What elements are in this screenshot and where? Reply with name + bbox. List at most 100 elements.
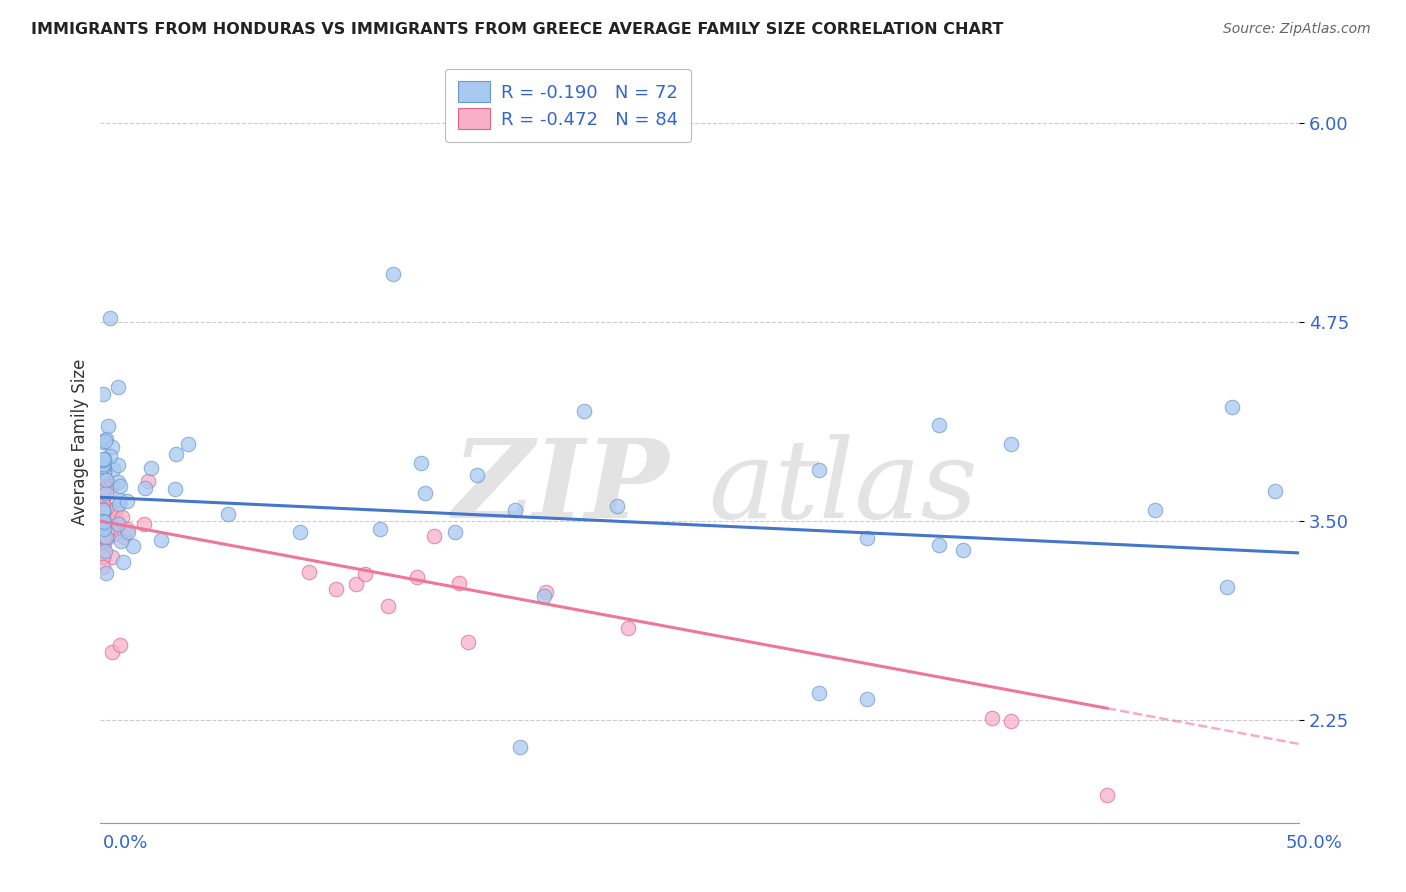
Point <box>413 485 436 500</box>
Point <box>91 459 114 474</box>
Point <box>94 485 117 500</box>
Point <box>91 480 114 494</box>
Point <box>298 566 321 580</box>
Point <box>108 492 131 507</box>
Point <box>288 524 311 539</box>
Point <box>91 520 114 534</box>
Point <box>91 462 114 476</box>
Point <box>91 520 114 534</box>
Point <box>405 570 427 584</box>
Point <box>91 506 114 520</box>
Point <box>91 513 114 527</box>
Point <box>91 516 114 530</box>
Point <box>91 506 114 520</box>
Point <box>616 621 638 635</box>
Point <box>97 418 120 433</box>
Point <box>115 493 138 508</box>
Text: atlas: atlas <box>709 434 979 541</box>
Point <box>952 542 974 557</box>
Text: 0.0%: 0.0% <box>103 834 148 852</box>
Point <box>91 538 114 552</box>
Point <box>108 497 131 511</box>
Point <box>928 418 950 433</box>
Point <box>96 519 118 533</box>
Point <box>93 529 115 543</box>
Point <box>325 582 347 596</box>
Point <box>108 479 131 493</box>
Point <box>928 538 950 552</box>
Point <box>91 452 114 467</box>
Point <box>91 550 114 565</box>
Point <box>105 502 128 516</box>
Point <box>91 533 114 547</box>
Point <box>91 461 114 475</box>
Point <box>91 527 114 541</box>
Point <box>111 555 134 569</box>
Point <box>110 533 132 548</box>
Point <box>93 467 115 481</box>
Point <box>409 456 432 470</box>
Text: 50.0%: 50.0% <box>1286 834 1343 852</box>
Point <box>163 482 186 496</box>
Point <box>91 494 114 508</box>
Point <box>91 459 114 474</box>
Point <box>117 525 139 540</box>
Point <box>503 502 526 516</box>
Point <box>96 525 118 540</box>
Point <box>1000 714 1022 728</box>
Point <box>344 577 367 591</box>
Point <box>93 518 115 533</box>
Point <box>100 521 122 535</box>
Point <box>981 711 1004 725</box>
Point <box>91 530 114 544</box>
Point <box>467 467 489 482</box>
Point <box>98 449 121 463</box>
Point <box>107 475 129 490</box>
Point <box>1264 484 1286 499</box>
Point <box>107 458 129 472</box>
Point <box>149 533 172 547</box>
Point <box>1216 580 1239 594</box>
Point <box>91 484 114 499</box>
Point <box>572 404 595 418</box>
Point <box>103 527 125 541</box>
Point <box>91 512 114 526</box>
Point <box>165 447 187 461</box>
Point <box>94 530 117 544</box>
Point <box>536 585 558 599</box>
Point <box>101 550 124 565</box>
Point <box>111 510 134 524</box>
Point <box>91 528 114 542</box>
Point <box>1143 502 1166 516</box>
Point <box>91 503 114 517</box>
Point <box>100 440 122 454</box>
Point <box>91 515 114 529</box>
Point <box>91 514 114 528</box>
Point <box>93 434 115 448</box>
Point <box>91 529 114 543</box>
Point <box>91 500 114 514</box>
Point <box>93 500 115 515</box>
Point <box>91 435 114 450</box>
Legend: R = -0.190   N = 72, R = -0.472   N = 84: R = -0.190 N = 72, R = -0.472 N = 84 <box>444 69 690 142</box>
Point <box>108 638 131 652</box>
Point <box>444 524 467 539</box>
Point <box>91 457 114 471</box>
Point <box>105 514 128 528</box>
Point <box>91 458 114 473</box>
Point <box>91 483 114 498</box>
Point <box>457 635 479 649</box>
Point <box>1095 788 1118 802</box>
Point <box>96 524 118 538</box>
Point <box>100 479 122 493</box>
Point <box>91 518 114 533</box>
Point <box>91 483 114 498</box>
Point <box>132 517 155 532</box>
Point <box>107 517 129 532</box>
Point <box>91 514 114 528</box>
Point <box>381 268 404 282</box>
Point <box>91 491 114 505</box>
Point <box>91 467 114 482</box>
Point <box>91 559 114 574</box>
Point <box>177 437 200 451</box>
